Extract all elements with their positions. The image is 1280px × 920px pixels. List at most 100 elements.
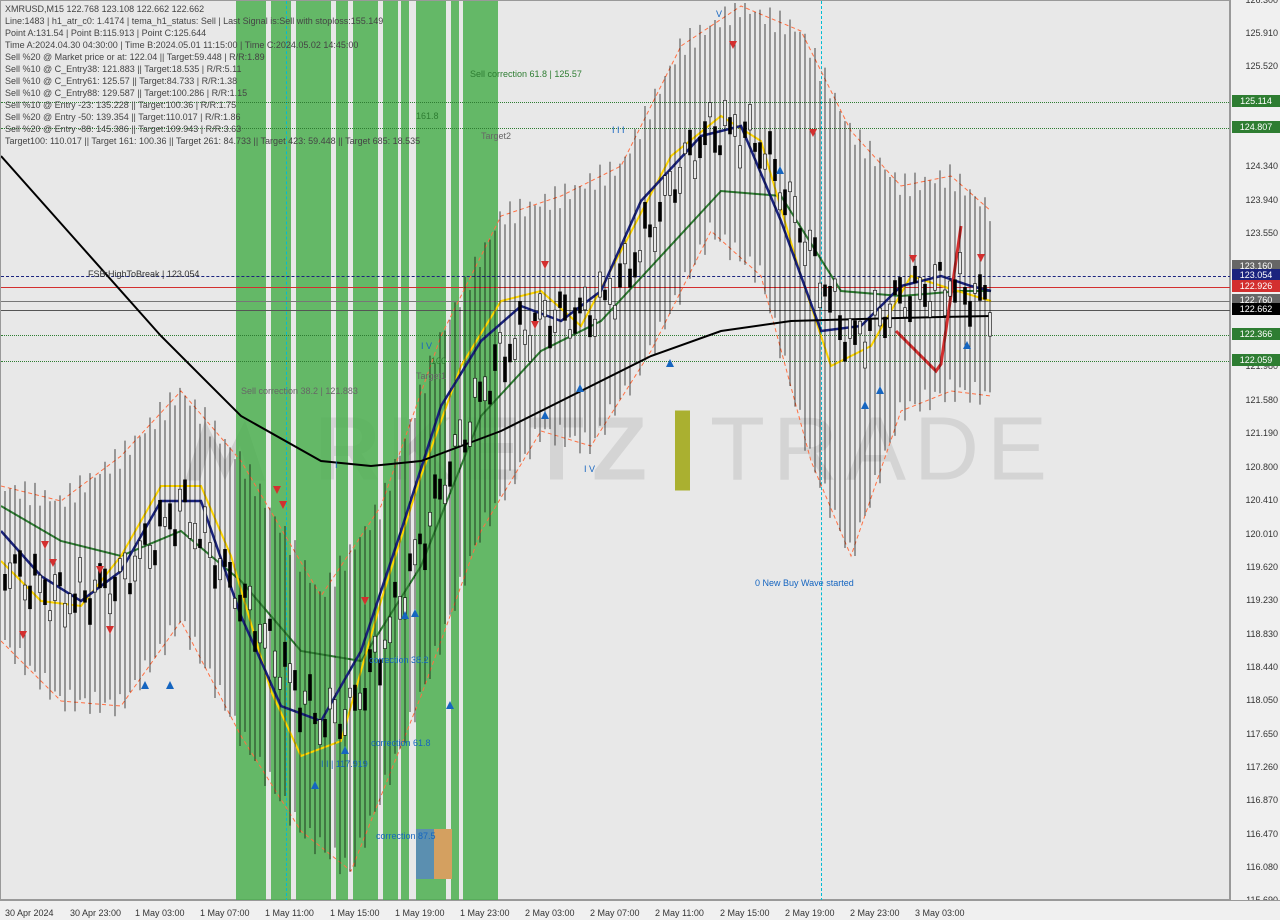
chart-annotation: Target1 — [416, 371, 446, 381]
chart-annotation: FSB:HighToBreak | 123.054 — [88, 269, 199, 279]
info-line: Sell %10 @ C_Entry38: 121.883 || Target:… — [5, 64, 241, 74]
chart-annotation: Target2 — [481, 131, 511, 141]
arrow-up-icon — [861, 401, 869, 409]
arrow-down-icon — [729, 41, 737, 49]
chart-annotation: V — [716, 9, 722, 19]
price-tick: 120.800 — [1232, 462, 1278, 472]
price-tick: 118.440 — [1232, 662, 1278, 672]
time-tick: 1 May 11:00 — [265, 908, 314, 918]
chart-annotation: 0 New Buy Wave started — [755, 578, 854, 588]
price-tick: 118.050 — [1232, 695, 1278, 705]
chart-annotation: 161.8 — [416, 111, 439, 121]
time-tick: 1 May 07:00 — [200, 908, 250, 918]
arrow-down-icon — [531, 321, 539, 329]
price-tick: 116.080 — [1232, 862, 1278, 872]
chart-area[interactable]: RKETZ TRADE 161.8I V100Target1Sell corre… — [0, 0, 1230, 900]
arrow-up-icon — [311, 781, 319, 789]
vertical-marker — [821, 1, 822, 901]
chart-annotation: 100 — [431, 356, 446, 366]
price-highlight: 124.807 — [1232, 121, 1280, 133]
horizontal-level — [1, 361, 1231, 362]
arrow-down-icon — [361, 597, 369, 605]
chart-annotation: correction 38.2 — [369, 655, 429, 665]
arrow-down-icon — [41, 541, 49, 549]
arrow-down-icon — [96, 566, 104, 574]
info-line: Point A:131.54 | Point B:115.913 | Point… — [5, 28, 206, 38]
price-tick: 126.300 — [1232, 0, 1278, 5]
arrow-up-icon — [776, 166, 784, 174]
price-tick: 125.910 — [1232, 28, 1278, 38]
horizontal-level — [1, 287, 1231, 288]
time-tick: 2 May 19:00 — [785, 908, 835, 918]
price-tick: 117.650 — [1232, 729, 1278, 739]
price-highlight: 122.059 — [1232, 354, 1280, 366]
price-tick: 117.260 — [1232, 762, 1278, 772]
chart-annotation: Sell correction 38.2 | 121.883 — [241, 386, 358, 396]
signal-bar — [451, 1, 459, 901]
chart-annotation: I I | 117.919 — [321, 759, 368, 769]
time-tick: 2 May 15:00 — [720, 908, 770, 918]
price-tick: 124.340 — [1232, 161, 1278, 171]
price-highlight: 122.366 — [1232, 328, 1280, 340]
arrow-down-icon — [977, 254, 985, 262]
signal-bar — [416, 1, 446, 901]
price-tick: 118.830 — [1232, 629, 1278, 639]
arrow-up-icon — [963, 341, 971, 349]
chart-annotation: I — [335, 460, 338, 470]
price-tick: 120.010 — [1232, 529, 1278, 539]
horizontal-level — [1, 310, 1231, 311]
time-tick: 1 May 15:00 — [330, 908, 380, 918]
info-line: Sell %10 @ C_Entry61: 125.57 || Target:8… — [5, 76, 237, 86]
time-tick: 2 May 11:00 — [655, 908, 704, 918]
info-line: Line:1483 | h1_atr_c0: 1.4174 | tema_h1_… — [5, 16, 383, 26]
arrow-up-icon — [411, 609, 419, 617]
arrow-down-icon — [541, 261, 549, 269]
chart-title: XMRUSD,M15 122.768 123.108 122.662 122.6… — [5, 4, 204, 14]
chart-annotation: correction 61.8 — [371, 738, 431, 748]
info-line: Sell %10 @ Entry -23: 135.228 || Target:… — [5, 100, 236, 110]
time-tick: 2 May 03:00 — [525, 908, 575, 918]
time-axis: 30 Apr 202430 Apr 23:001 May 03:001 May … — [0, 900, 1280, 920]
arrow-up-icon — [166, 681, 174, 689]
price-tick: 121.190 — [1232, 428, 1278, 438]
price-tick: 116.870 — [1232, 795, 1278, 805]
arrow-up-icon — [341, 746, 349, 754]
info-line: Sell %20 @ Entry -88: 145.386 || Target:… — [5, 124, 241, 134]
price-tick: 119.620 — [1232, 562, 1278, 572]
arrow-up-icon — [876, 386, 884, 394]
price-highlight: 125.114 — [1232, 95, 1280, 107]
arrow-down-icon — [279, 501, 287, 509]
watermark-text-2: TRADE — [710, 399, 1055, 502]
arrow-down-icon — [909, 255, 917, 263]
info-line: Sell %20 @ Entry -50: 139.354 || Target:… — [5, 112, 240, 122]
arrow-up-icon — [541, 411, 549, 419]
info-line: Sell %20 @ Market price or at: 122.04 ||… — [5, 52, 265, 62]
arrow-up-icon — [446, 701, 454, 709]
price-highlight: 122.926 — [1232, 280, 1280, 292]
price-tick: 120.410 — [1232, 495, 1278, 505]
price-tick: 123.550 — [1232, 228, 1278, 238]
chart-annotation: I V — [584, 464, 595, 474]
arrow-up-icon — [141, 681, 149, 689]
price-tick: 123.940 — [1232, 195, 1278, 205]
time-tick: 2 May 23:00 — [850, 908, 900, 918]
arrow-down-icon — [106, 626, 114, 634]
time-tick: 1 May 19:00 — [395, 908, 445, 918]
time-tick: 1 May 23:00 — [460, 908, 510, 918]
arrow-down-icon — [809, 129, 817, 137]
arrow-down-icon — [273, 486, 281, 494]
chart-annotation: Sell correction 61.8 | 125.57 — [470, 69, 582, 79]
price-tick: 119.230 — [1232, 595, 1278, 605]
chart-annotation: I I I — [612, 125, 625, 135]
info-line: Sell %10 @ C_Entry88: 129.587 || Target:… — [5, 88, 247, 98]
horizontal-level — [1, 335, 1231, 336]
chart-annotation: correction 87.5 — [376, 831, 436, 841]
arrow-up-icon — [576, 384, 584, 392]
arrow-up-icon — [666, 359, 674, 367]
time-tick: 30 Apr 23:00 — [70, 908, 121, 918]
time-tick: 3 May 03:00 — [915, 908, 965, 918]
time-tick: 1 May 03:00 — [135, 908, 185, 918]
arrow-down-icon — [49, 559, 57, 567]
price-tick: 125.520 — [1232, 61, 1278, 71]
price-highlight: 122.662 — [1232, 303, 1280, 315]
